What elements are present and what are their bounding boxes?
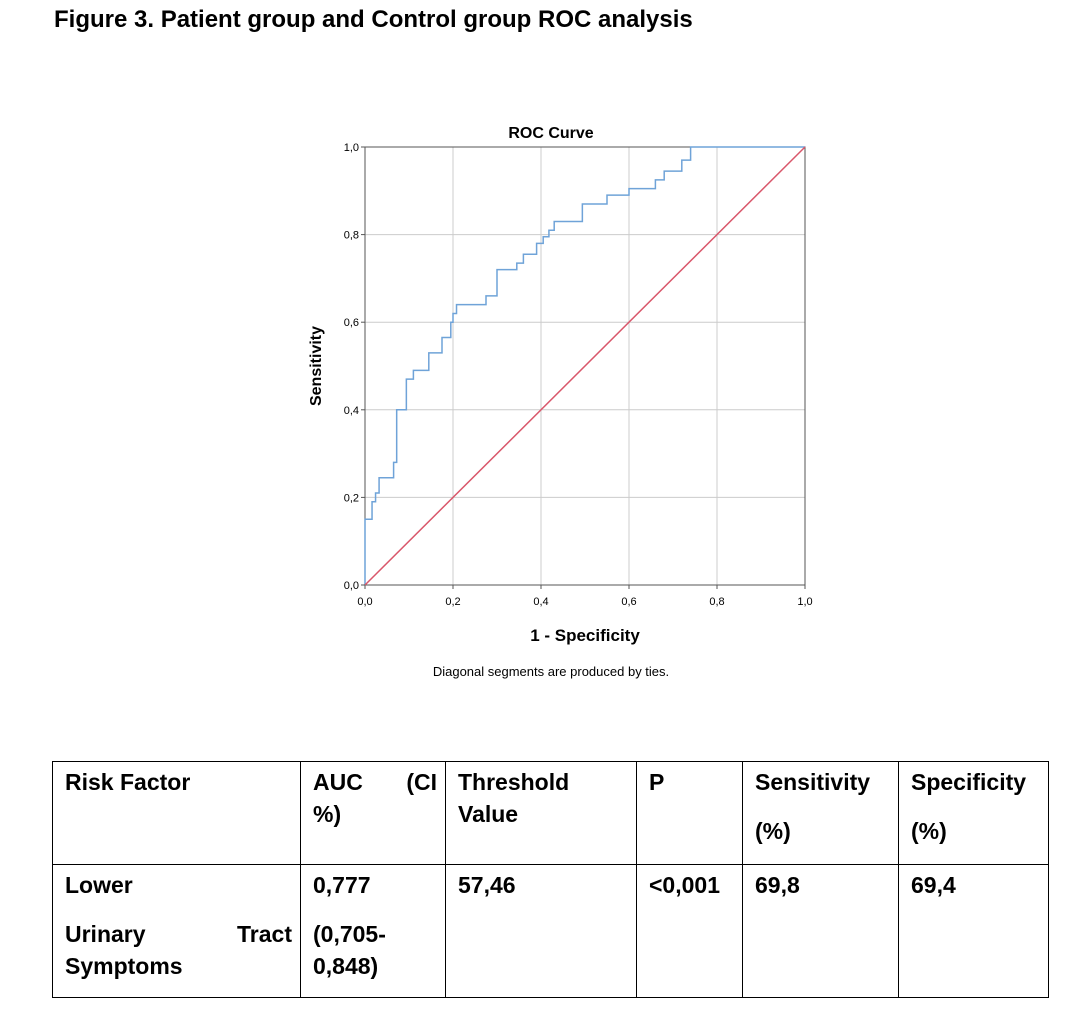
x-tick-label: 0,0 — [357, 596, 372, 608]
header-auc: AUC (CI %) — [300, 761, 446, 865]
y-tick-label: 0,0 — [344, 580, 359, 592]
figure-title: Figure 3. Patient group and Control grou… — [54, 6, 693, 33]
table-header-row: Risk Factor AUC (CI %) Threshold Value P … — [52, 761, 1049, 865]
cell-auc: 0,777 (0,705- 0,848) — [300, 864, 446, 998]
roc-chart: 0,0 0,2 0,4 0,6 0,8 1,0 0,0 0,2 0,4 0,6 0,8 1,0 ROC… — [308, 125, 813, 679]
header-p: P — [636, 761, 743, 865]
chart-note: Diagonal segments are produced by ties. — [433, 664, 669, 679]
table-row: Lower Urinary Tract Symptoms 0,777 (0,705… — [52, 864, 1049, 998]
y-tick-label: 0,6 — [344, 317, 359, 329]
header-sensitivity: Sensitivity (%) — [742, 761, 899, 865]
x-tick-label: 1,0 — [797, 596, 812, 608]
grid-layer — [365, 147, 805, 585]
cell-sensitivity: 69,8 — [742, 864, 899, 998]
cell-threshold: 57,46 — [445, 864, 637, 998]
y-tick-label: 0,4 — [344, 405, 359, 417]
x-axis-label: 1 - Specificity — [530, 626, 640, 645]
header-risk-factor: Risk Factor — [52, 761, 301, 865]
series-layer — [364, 146, 806, 586]
y-tick-label: 0,8 — [344, 230, 359, 242]
tick-layer: 0,0 0,2 0,4 0,6 0,8 1,0 0,0 0,2 0,4 0,6 0,8 1,0 — [344, 142, 813, 608]
cell-specificity: 69,4 — [898, 864, 1049, 998]
y-tick-label: 1,0 — [344, 142, 359, 154]
cell-p: <0,001 — [636, 864, 743, 998]
reference-line — [364, 146, 806, 586]
chart-title: ROC Curve — [508, 125, 593, 142]
header-threshold: Threshold Value — [445, 761, 637, 865]
x-tick-label: 0,8 — [709, 596, 724, 608]
cell-risk-factor: Lower Urinary Tract Symptoms — [52, 864, 301, 998]
y-tick-label: 0,2 — [344, 492, 359, 504]
results-table: Risk Factor AUC (CI %) Threshold Value P … — [52, 761, 1049, 998]
x-tick-label: 0,2 — [445, 596, 460, 608]
y-axis-label: Sensitivity — [308, 326, 325, 406]
x-tick-label: 0,4 — [533, 596, 548, 608]
roc-curve-line — [364, 146, 805, 585]
header-specificity: Specificity (%) — [898, 761, 1049, 865]
x-tick-label: 0,6 — [621, 596, 636, 608]
plot-frame — [364, 146, 806, 586]
